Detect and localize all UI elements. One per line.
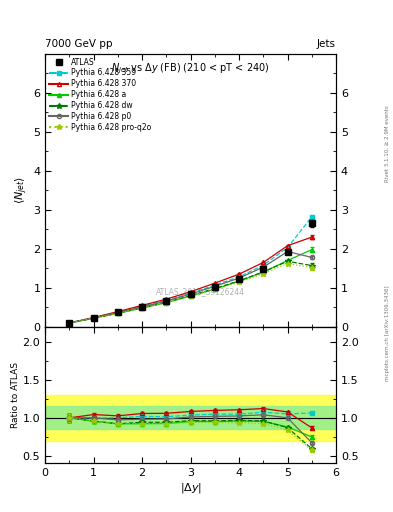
X-axis label: $|\Delta y|$: $|\Delta y|$: [180, 481, 202, 495]
Text: Rivet 3.1.10, ≥ 2.9M events: Rivet 3.1.10, ≥ 2.9M events: [385, 105, 389, 182]
Text: $N_{jet}$ vs $\Delta y$ (FB) (210 < pT < 240): $N_{jet}$ vs $\Delta y$ (FB) (210 < pT <…: [111, 62, 270, 76]
Bar: [45, 395, 336, 441]
Text: ATLAS_2011_S9126244: ATLAS_2011_S9126244: [156, 287, 245, 296]
Text: Jets: Jets: [317, 38, 336, 49]
Legend: ATLAS, Pythia 6.428 359, Pythia 6.428 370, Pythia 6.428 a, Pythia 6.428 dw, Pyth: ATLAS, Pythia 6.428 359, Pythia 6.428 37…: [48, 56, 153, 134]
Y-axis label: Ratio to ATLAS: Ratio to ATLAS: [11, 362, 20, 428]
Text: mcplots.cern.ch [arXiv:1306.3436]: mcplots.cern.ch [arXiv:1306.3436]: [385, 285, 389, 380]
Bar: [45, 407, 336, 429]
Text: 7000 GeV pp: 7000 GeV pp: [45, 38, 113, 49]
Y-axis label: $\langle N_{jet}\rangle$: $\langle N_{jet}\rangle$: [14, 176, 30, 204]
